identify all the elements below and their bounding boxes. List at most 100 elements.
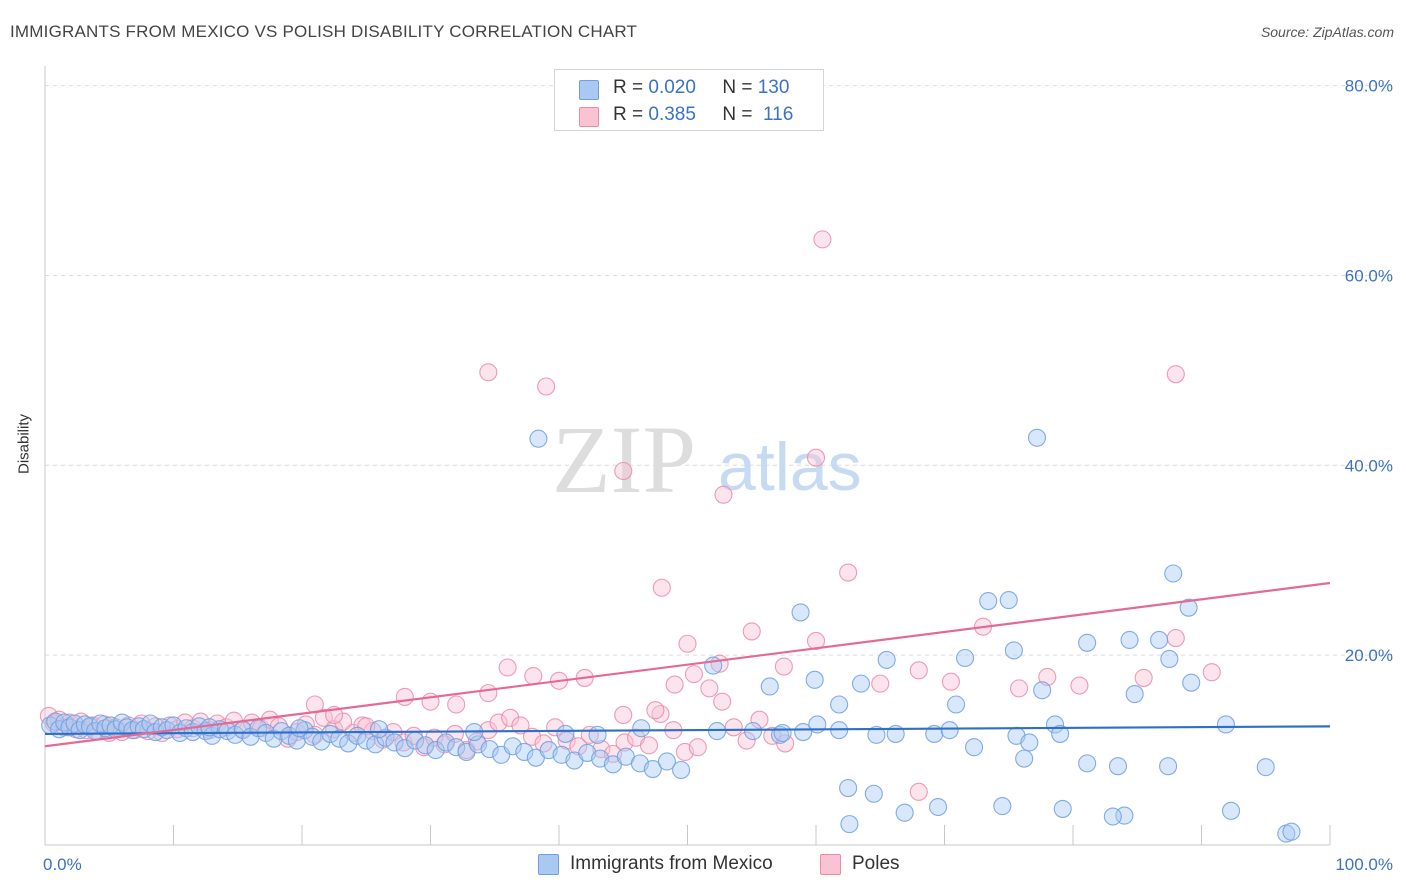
bottom-legend-swatch-poles — [820, 854, 841, 875]
mexico-point — [1078, 633, 1097, 652]
poles-point — [537, 377, 556, 396]
poles-point — [684, 665, 703, 684]
legend-r-value: 0.020 — [648, 77, 696, 98]
mexico-point — [1053, 799, 1072, 818]
poles-point — [909, 782, 928, 801]
poles-point — [750, 710, 769, 729]
mexico-point — [895, 803, 914, 822]
mexico-point — [643, 760, 662, 779]
source-credit: Source: ZipAtlas.com — [1260, 24, 1394, 40]
mexico-point — [529, 429, 548, 448]
poles-point — [1038, 667, 1057, 687]
mexico-point — [965, 738, 984, 757]
y-tick-labels: 20.0% 40.0% 60.0% 80.0% — [1345, 77, 1393, 666]
legend-n-value: 130 — [757, 77, 790, 98]
poles-point — [479, 363, 498, 382]
mexico-point — [264, 729, 283, 748]
mexico-point — [1216, 715, 1235, 734]
poles-point — [522, 727, 542, 746]
poles-point — [569, 737, 588, 756]
poles-point — [479, 684, 498, 703]
poles-point — [1166, 629, 1185, 648]
poles-trend-line — [44, 581, 1331, 748]
poles-point — [524, 666, 543, 686]
mexico-point — [503, 737, 522, 756]
poles-point — [592, 740, 611, 759]
mexico-point — [864, 784, 883, 803]
mexico-point — [1120, 630, 1139, 650]
poles-point — [941, 672, 960, 691]
poles-point — [871, 674, 890, 693]
mexico-point — [993, 797, 1012, 816]
mexico-point — [370, 720, 389, 739]
mexico-point — [1108, 757, 1128, 776]
mexico-point — [480, 740, 499, 759]
poles-point — [652, 578, 671, 597]
mexico-point — [929, 797, 948, 817]
mexico-point — [1256, 758, 1275, 777]
mexico-point — [1020, 733, 1039, 752]
watermark-zip: ZIP — [552, 406, 696, 513]
mexico-point — [657, 752, 676, 771]
mexico-point — [867, 725, 886, 744]
series-poles — [39, 230, 1221, 801]
legend-r-label: R = — [613, 77, 644, 98]
legend-n-value: 116 — [763, 104, 794, 125]
mexico-point — [840, 815, 859, 834]
mexico-point — [395, 739, 414, 758]
poles-point — [557, 731, 576, 750]
poles-point — [614, 461, 633, 481]
poles-point — [724, 718, 743, 737]
poles-point — [1134, 668, 1153, 687]
y-tick-label: 80.0% — [1345, 77, 1393, 96]
watermark: ZIP atlas — [552, 406, 862, 513]
mexico-point — [1125, 685, 1144, 704]
poles-point — [479, 721, 498, 740]
mexico-point — [956, 648, 975, 668]
poles-point — [305, 725, 324, 744]
legend-r-value: 0.385 — [648, 104, 696, 125]
legend-n-label: N = — [722, 104, 753, 125]
poles-point — [713, 692, 732, 711]
y-tick-label: 60.0% — [1345, 266, 1393, 285]
mexico-point — [588, 725, 607, 744]
legend-r-label: R = — [613, 104, 644, 125]
mexico-point — [999, 591, 1018, 610]
mexico-point — [979, 591, 998, 611]
poles-point — [314, 708, 333, 727]
poles-point — [1070, 676, 1089, 695]
chart-title: IMMIGRANTS FROM MEXICO VS POLISH DISABIL… — [10, 22, 638, 41]
mexico-point — [940, 721, 959, 740]
poles-point — [806, 448, 826, 467]
poles-point — [742, 622, 761, 641]
mexico-point — [805, 670, 824, 689]
mexico-point — [839, 778, 858, 798]
bottom-legend-swatch-mexico — [538, 854, 559, 875]
poles-point — [646, 701, 665, 720]
bottom-legend-label-poles: Poles — [852, 853, 900, 874]
mexico-point — [632, 719, 651, 738]
mexico-point — [877, 650, 896, 669]
poles-point — [615, 733, 634, 752]
mexico-point — [290, 719, 309, 738]
mexico-point — [330, 729, 349, 748]
mexico-point — [416, 736, 435, 755]
poles-point — [665, 675, 684, 694]
poles-point — [737, 731, 756, 750]
mexico-point — [1179, 598, 1198, 617]
mexico-point — [773, 723, 792, 743]
mexico-point — [1033, 681, 1052, 700]
mexico-point — [830, 695, 849, 714]
mexico-point — [1160, 649, 1179, 668]
poles-point — [498, 658, 517, 677]
poles-point — [776, 734, 795, 753]
legend-swatch-mexico — [579, 80, 599, 100]
poles-point — [1166, 365, 1185, 384]
series-mexico — [41, 428, 1301, 843]
mexico-trend-line — [44, 725, 1331, 736]
mexico-point — [1282, 822, 1301, 841]
mexico-point — [1103, 807, 1122, 826]
poles-point — [511, 716, 530, 735]
gridlines — [45, 85, 1392, 656]
